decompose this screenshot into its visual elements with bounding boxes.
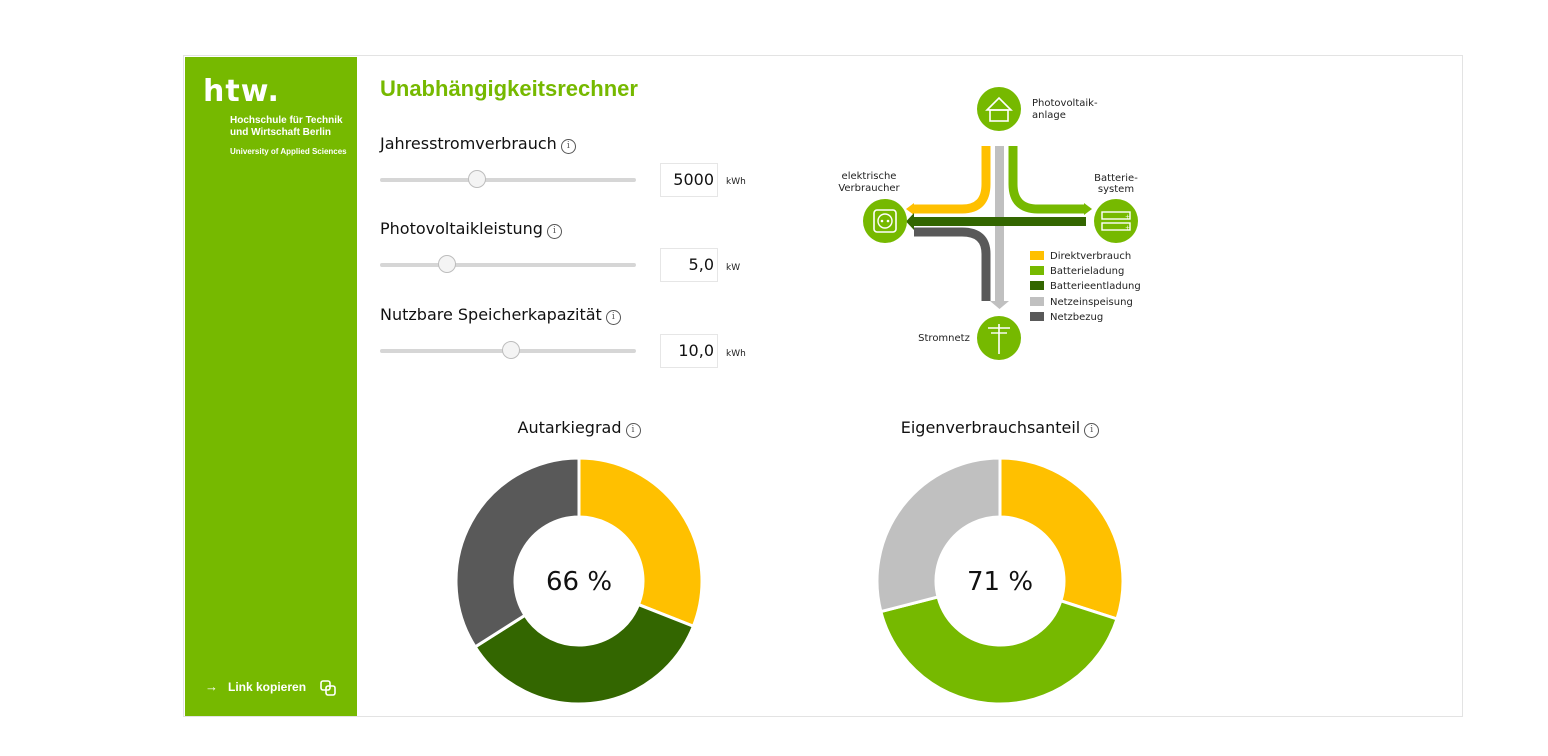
institution-name: Hochschule für Technik und Wirtschaft Be… [230,115,343,139]
info-icon[interactable]: i [1084,423,1100,438]
autarky-chart-title-text: Autarkiegrad [517,418,622,437]
battery-plus-icon: + [1125,225,1130,232]
legend-swatch [1030,312,1044,321]
legend-swatch [1030,266,1044,275]
annual-consumption-unit: kWh [726,177,746,187]
annual-consumption-slider[interactable] [380,170,636,188]
annual-consumption-input[interactable]: 5000 [660,163,718,197]
donut-slice-direktverbrauch[interactable] [998,456,1125,621]
self-consumption-chart-title: Eigenverbrauchsanteil i [870,418,1130,438]
copy-icon [320,679,336,696]
self-consumption-chart-title-text: Eigenverbrauchsanteil [900,418,1081,437]
autarky-donut-chart: 66 % [454,456,704,706]
self-consumption-donut-chart: 71 % [875,456,1125,706]
info-icon[interactable]: i [560,139,576,154]
flow-netzbezug [914,227,991,301]
storage-capacity-unit: kWh [726,349,746,359]
donut-slice-direktverbrauch[interactable] [577,456,704,629]
slider-thumb[interactable] [437,255,456,273]
pv-node [977,87,1021,131]
flow-batterieentladung [914,217,1086,226]
legend-label: Netzbezug [1050,312,1103,323]
legend-label: Batterieladung [1050,266,1124,277]
pv-node-label-2: anlage [1032,110,1066,121]
legend-label: Batterieentladung [1050,281,1141,292]
battery-icon: + + [1101,211,1131,232]
storage-capacity-input[interactable]: 10,0 [660,334,718,368]
donut-slice-netzeinspeisung[interactable] [875,456,1002,614]
donut-slice-batterieladung[interactable] [879,595,1119,706]
autarky-chart-title: Autarkiegrad i [449,418,709,438]
pv-power-label: Photovoltaikleistung i [380,219,562,239]
storage-capacity-slider[interactable] [380,341,636,359]
slider-thumb[interactable] [501,341,520,359]
legend-swatch [1030,297,1044,306]
flow-direktverbrauch [914,146,991,214]
pv-power-input[interactable]: 5,0 [660,248,718,282]
battery-node-label-1: Batterie- [1094,173,1138,184]
flow-batterieladung [1008,146,1084,214]
legend-label: Direktverbrauch [1050,251,1131,262]
arrow-right-icon: → [205,679,218,694]
consumer-node-label-2: Verbraucher [838,183,900,194]
power-pole-icon [988,324,1010,354]
annual-consumption-label-text: Jahresstromverbrauch [380,134,557,153]
info-icon[interactable]: i [625,423,641,438]
info-icon[interactable]: i [605,310,621,325]
consumer-node [863,199,907,243]
energy-flow-diagram: Photovoltaik- anlage elektrische Verbrau… [838,87,1141,360]
grid-node-label: Stromnetz [918,333,970,344]
info-icon[interactable]: i [546,224,562,239]
donut-center-label: 71 % [967,567,1033,597]
battery-node-label-2: system [1098,184,1134,195]
flow-batterieentladung-arrow [906,213,914,230]
calculator-card: htw. Hochschule für Technik und Wirtscha… [183,55,1463,717]
sidebar: htw. Hochschule für Technik und Wirtscha… [185,57,357,716]
flow-netzeinspeisung-arrow [990,301,1009,309]
slider-thumb[interactable] [468,170,487,188]
institution-line-2: und Wirtschaft Berlin [230,127,332,138]
pv-power-label-text: Photovoltaikleistung [380,219,543,238]
copy-link-button[interactable]: → Link kopieren [205,679,336,696]
institution-subtitle: University of Applied Sciences [230,147,347,156]
institution-line-1: Hochschule für Technik [230,115,343,126]
storage-capacity-label: Nutzbare Speicherkapazität i [380,305,621,325]
pv-power-slider[interactable] [380,255,636,273]
pv-power-unit: kW [726,263,741,273]
storage-capacity-label-text: Nutzbare Speicherkapazität [380,305,602,324]
legend-label: Netzeinspeisung [1050,297,1133,308]
donut-slice-netzbezug[interactable] [454,456,581,649]
house-icon [985,96,1013,122]
flow-batterieladung-arrow [1084,203,1092,215]
pv-node-label-1: Photovoltaik- [1032,98,1098,109]
flow-direktverbrauch-arrow [906,203,914,215]
battery-node [1094,199,1138,243]
copy-link-label: Link kopieren [228,679,307,694]
htw-logo[interactable]: htw. [203,74,280,109]
socket-icon [873,209,897,233]
consumer-node-label-1: elektrische [842,171,897,182]
legend-swatch [1030,281,1044,290]
page-title: Unabhängigkeitsrechner [380,76,638,101]
legend-swatch [1030,251,1044,260]
donut-slice-batterieentladung[interactable] [473,602,696,706]
donut-center-label: 66 % [546,567,612,597]
annual-consumption-label: Jahresstromverbrauch i [380,134,576,154]
flow-legend: Direktverbrauch Batterieladung Batteriee… [1030,251,1141,323]
battery-plus-icon: + [1125,214,1130,221]
